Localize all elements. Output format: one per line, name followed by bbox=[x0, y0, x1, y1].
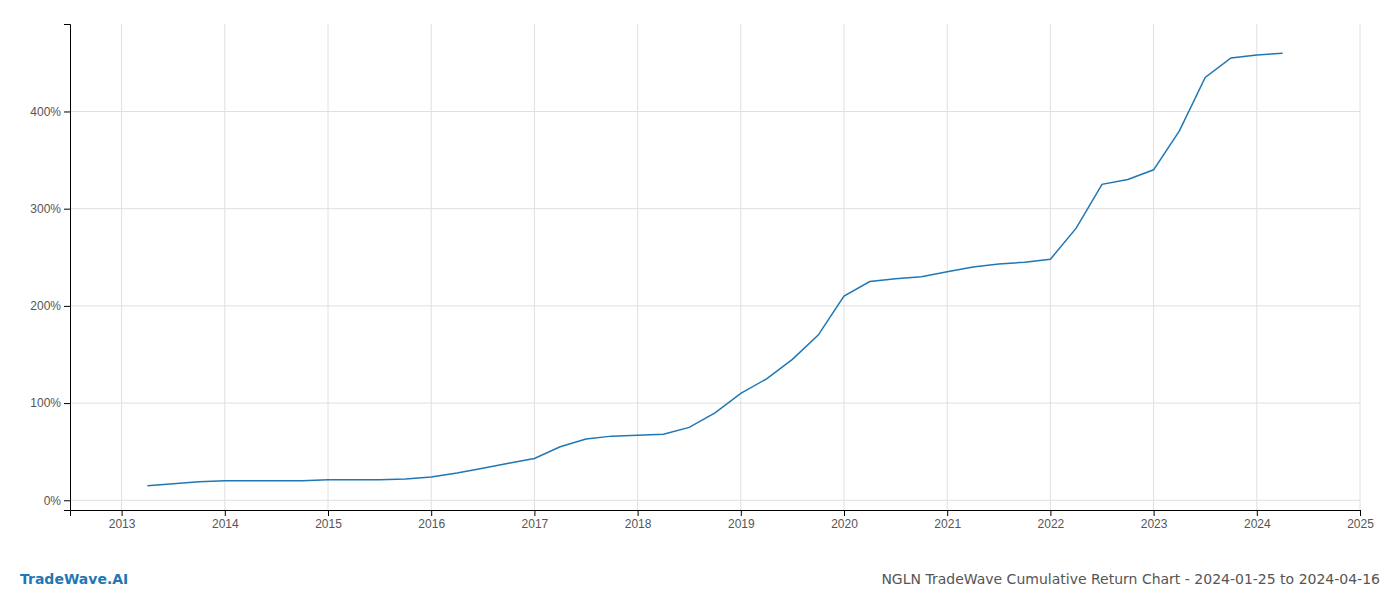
grid-line-x bbox=[224, 24, 225, 510]
y-tick-label: 200% bbox=[30, 299, 61, 313]
x-tick-label: 2023 bbox=[1141, 517, 1168, 531]
title: NGLN TradeWave Cumulative Return Chart -… bbox=[881, 571, 1380, 587]
x-tick: 2013 bbox=[109, 510, 136, 531]
x-tick-mark bbox=[1050, 510, 1051, 516]
x-tick: 2015 bbox=[315, 510, 342, 531]
x-tick: 2021 bbox=[934, 510, 961, 531]
grid-line-x bbox=[121, 24, 122, 510]
line bbox=[147, 53, 1282, 486]
y-tick-label: 0% bbox=[44, 494, 62, 508]
x-tick-label: 2014 bbox=[212, 517, 239, 531]
x-tick: 2017 bbox=[522, 510, 549, 531]
grid-line-y bbox=[70, 403, 1360, 404]
grid-line-x bbox=[1153, 24, 1154, 510]
grid-line-x bbox=[1256, 24, 1257, 510]
x-tick-mark bbox=[431, 510, 432, 516]
x-tick-label: 2020 bbox=[831, 517, 858, 531]
y-axis: 0% 100% 200% 300% 400% bbox=[30, 25, 70, 511]
x-tick: 2014 bbox=[212, 510, 239, 531]
x-tick-label: 2013 bbox=[109, 517, 136, 531]
x-tick-mark bbox=[638, 510, 639, 516]
x-tick-mark bbox=[1257, 510, 1258, 516]
grid-line-x bbox=[328, 24, 329, 510]
grid-line-y bbox=[70, 111, 1360, 112]
grid-line-x bbox=[637, 24, 638, 510]
y-tick: 0% bbox=[44, 494, 70, 508]
x-tick: 2025 bbox=[1347, 510, 1374, 531]
x-tick-label: 2015 bbox=[315, 517, 342, 531]
grid-line-x bbox=[431, 24, 432, 510]
x-tick: 2016 bbox=[418, 510, 445, 531]
x-tick-mark bbox=[947, 510, 948, 516]
x-tick-label: 2025 bbox=[1347, 517, 1374, 531]
x-tick-mark bbox=[122, 510, 123, 516]
x-tick-label: 2022 bbox=[1038, 517, 1065, 531]
grid-line-y bbox=[70, 500, 1360, 501]
x-tick-label: 2021 bbox=[934, 517, 961, 531]
x-tick: 2024 bbox=[1244, 510, 1271, 531]
grid-line-x bbox=[844, 24, 845, 510]
grid-line-x bbox=[1050, 24, 1051, 510]
y-tick-label: 400% bbox=[30, 105, 61, 119]
x-axis-line bbox=[71, 511, 1361, 517]
y-tick-label: 100% bbox=[30, 396, 61, 410]
x-tick-label: 2019 bbox=[728, 517, 755, 531]
x-tick-mark bbox=[1154, 510, 1155, 516]
x-tick-mark bbox=[328, 510, 329, 516]
y-tick-mark bbox=[64, 500, 70, 501]
y-axis-line bbox=[64, 25, 71, 511]
x-tick: 2020 bbox=[831, 510, 858, 531]
x-tick-label: 2016 bbox=[418, 517, 445, 531]
y-tick: 200% bbox=[30, 299, 70, 313]
y-tick-mark bbox=[64, 111, 70, 112]
y-tick-mark bbox=[64, 403, 70, 404]
y-tick: 300% bbox=[30, 202, 70, 216]
grid-line-x bbox=[947, 24, 948, 510]
x-tick-mark bbox=[225, 510, 226, 516]
y-tick-mark bbox=[64, 209, 70, 210]
x-tick-mark bbox=[741, 510, 742, 516]
x-tick: 2023 bbox=[1141, 510, 1168, 531]
grid-line-x bbox=[1360, 24, 1361, 510]
x-tick: 2022 bbox=[1038, 510, 1065, 531]
y-tick-mark bbox=[64, 306, 70, 307]
x-tick-label: 2018 bbox=[625, 517, 652, 531]
y-tick-label: 300% bbox=[30, 202, 61, 216]
grid-line-y bbox=[70, 305, 1360, 306]
x-tick: 2018 bbox=[625, 510, 652, 531]
x-tick-mark bbox=[1360, 510, 1361, 516]
grid-line-x bbox=[740, 24, 741, 510]
grid-line-x bbox=[534, 24, 535, 510]
grid bbox=[70, 24, 1360, 510]
chart: 2013 2014 2015 2016 2017 2018 2019 2020 2021 2022… bbox=[0, 0, 1400, 600]
annotation: TradeWave.AI bbox=[20, 571, 128, 587]
plot: 2013 2014 2015 2016 2017 2018 2019 2020 2021 2022… bbox=[30, 24, 1374, 531]
x-tick: 2019 bbox=[728, 510, 755, 531]
x-tick-label: 2017 bbox=[522, 517, 549, 531]
x-tick-mark bbox=[844, 510, 845, 516]
x-tick-mark bbox=[534, 510, 535, 516]
grid-line-y bbox=[70, 208, 1360, 209]
x-tick-label: 2024 bbox=[1244, 517, 1271, 531]
x-axis: 2013 2014 2015 2016 2017 2018 2019 2020 2021 2022… bbox=[71, 510, 1375, 531]
marks bbox=[147, 53, 1282, 486]
y-tick: 100% bbox=[30, 396, 70, 410]
y-tick: 400% bbox=[30, 105, 70, 119]
